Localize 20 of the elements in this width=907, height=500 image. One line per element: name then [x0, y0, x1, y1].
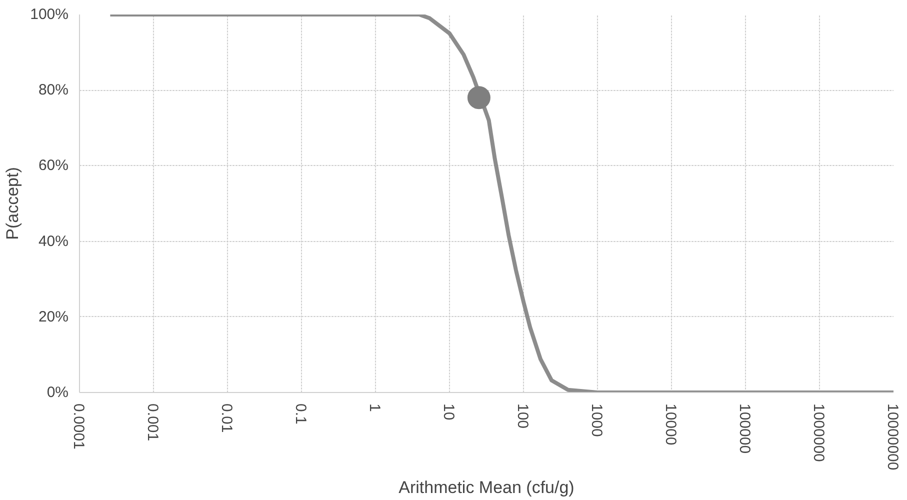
y-tick-label: 40% [38, 232, 69, 250]
y-tick-label: 100% [30, 6, 69, 23]
x-tick-label: 10000000 [884, 404, 901, 470]
x-axis-title: Arithmetic Mean (cfu/g) [398, 478, 574, 498]
x-tick-label: 10000 [662, 404, 679, 446]
y-tick-label: 80% [38, 82, 69, 99]
x-tick-label: 0.0001 [70, 404, 87, 450]
y-axis-title: P(accept) [3, 167, 22, 240]
x-tick-label: 0.001 [144, 404, 161, 442]
x-tick-label: 0.01 [218, 404, 235, 433]
x-tick-label: 10 [440, 404, 457, 420]
x-tick-label: 1000000 [810, 404, 827, 462]
x-tick-label: 1000 [588, 404, 605, 437]
y-tick-label: 0% [46, 384, 69, 401]
x-tick-label: 100 [514, 404, 531, 429]
x-tick-label: 0.1 [292, 404, 309, 424]
y-tick-label: 60% [38, 157, 69, 174]
y-tick-label: 20% [38, 308, 69, 326]
x-tick-label: 1 [366, 404, 383, 412]
x-tick-label: 100000 [736, 404, 753, 454]
